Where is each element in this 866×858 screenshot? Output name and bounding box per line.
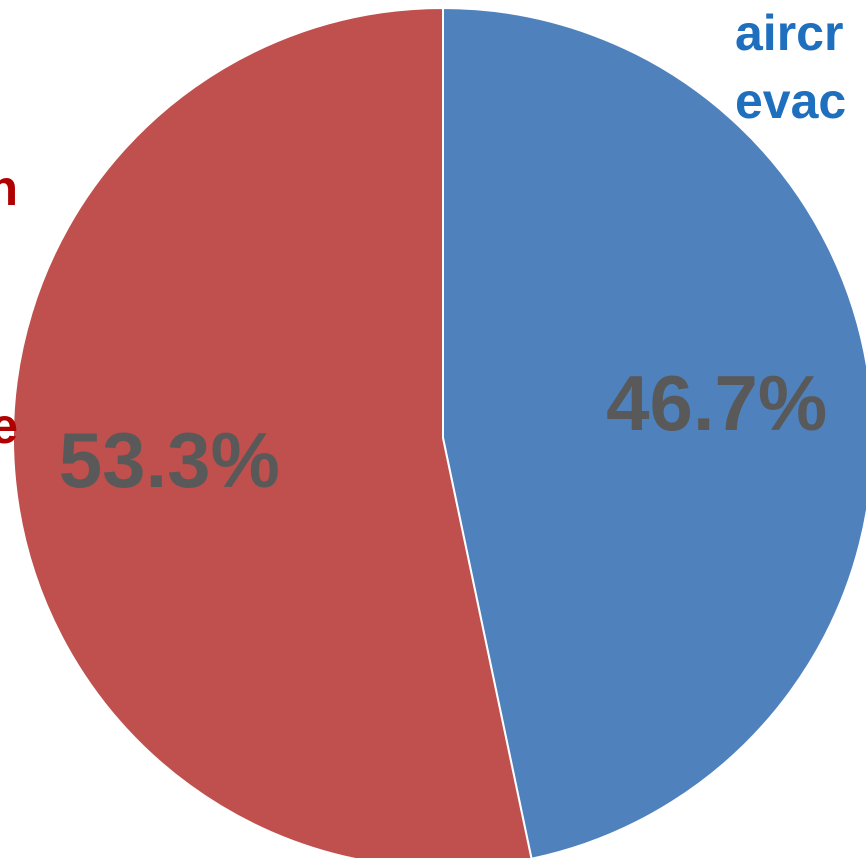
pie-slice-labels: 46.7% 53.3% [59,359,828,504]
legend-label-1-line-0: n [0,160,18,216]
legend-label-0-line-0: aircr [735,5,843,61]
pie-slices [12,6,866,858]
pie-slice-label-1: 53.3% [59,416,280,504]
pie-slice-label-0: 46.7% [606,359,827,447]
pie-slice-1 [12,6,533,858]
pie-slice-0 [442,6,866,858]
legend-label-1-line-1: e [0,398,18,454]
pie-legend-labels: aircr evac n e [0,5,846,454]
legend-label-0-line-1: evac [735,73,846,129]
